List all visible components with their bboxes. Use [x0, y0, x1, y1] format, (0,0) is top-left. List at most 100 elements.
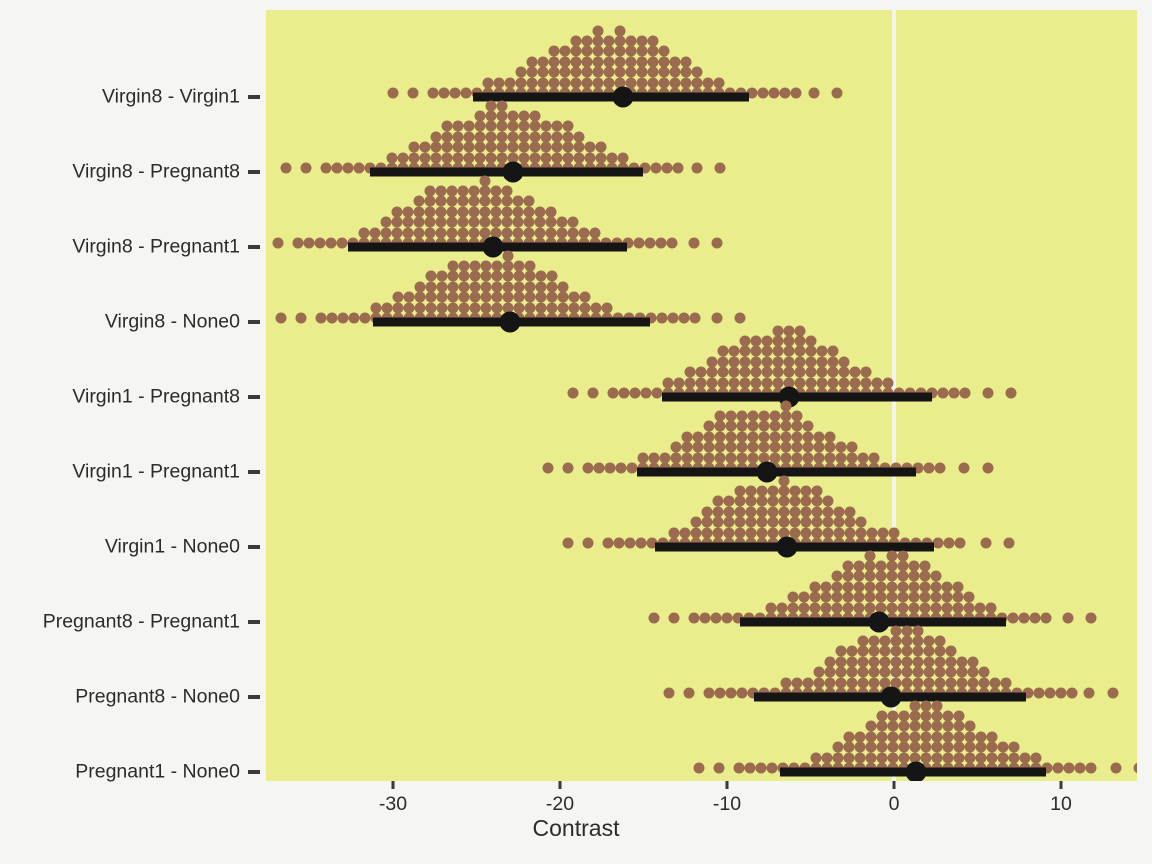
distribution-dot — [446, 195, 458, 207]
distribution-dot — [920, 731, 932, 743]
distribution-dot — [857, 645, 869, 657]
distribution-dot — [835, 666, 847, 678]
distribution-dot — [658, 45, 670, 57]
distribution-dot — [909, 752, 921, 764]
distribution-dot — [496, 152, 508, 164]
distribution-dot — [886, 581, 898, 593]
plot-panel — [266, 10, 1137, 781]
distribution-dot — [447, 270, 459, 282]
distribution-dot — [728, 377, 740, 389]
distribution-dot-outlier — [713, 762, 725, 774]
distribution-dot — [739, 335, 751, 347]
distribution-dot — [457, 195, 469, 207]
distribution-dot — [1018, 612, 1030, 624]
distribution-dot — [827, 345, 839, 357]
distribution-dot — [931, 710, 943, 722]
distribution-dot — [670, 452, 682, 464]
distribution-dot — [887, 752, 899, 764]
distribution-dot — [769, 431, 781, 443]
distribution-dot — [761, 345, 773, 357]
distribution-dot — [876, 710, 888, 722]
distribution-dot — [430, 152, 442, 164]
distribution-dot — [758, 441, 770, 453]
distribution-dot — [813, 452, 825, 464]
distribution-dot — [592, 35, 604, 47]
distribution-dot — [436, 281, 448, 293]
distribution-dot — [794, 377, 806, 389]
y-axis-tick-label: Virgin1 - Pregnant8 — [72, 385, 240, 408]
distribution-dot — [736, 410, 748, 422]
distribution-dot — [876, 720, 888, 732]
distribution-dot — [879, 677, 891, 689]
distribution-dot — [614, 35, 626, 47]
distribution-dot — [666, 237, 678, 249]
y-axis-tick — [248, 320, 260, 324]
distribution-dot — [518, 120, 530, 132]
distribution-dot — [468, 206, 480, 218]
distribution-dot — [468, 185, 480, 197]
distribution-dot — [512, 195, 524, 207]
distribution-dot — [909, 700, 921, 712]
distribution-dot — [772, 335, 784, 347]
distribution-dot — [768, 87, 780, 99]
distribution-dot — [820, 591, 832, 603]
distribution-dot — [842, 570, 854, 582]
distribution-dot — [447, 260, 459, 272]
distribution-dot — [386, 152, 398, 164]
distribution-dot — [435, 227, 447, 239]
distribution-dot — [714, 431, 726, 443]
distribution-dot — [681, 431, 693, 443]
distribution-dot — [813, 666, 825, 678]
distribution-dot — [446, 185, 458, 197]
distribution-dot — [791, 452, 803, 464]
distribution-dot — [474, 141, 486, 153]
distribution-dot — [336, 237, 348, 249]
distribution-dot-outlier — [582, 537, 594, 549]
distribution-dot — [810, 752, 822, 764]
distribution-dot — [425, 302, 437, 314]
distribution-dot — [659, 452, 671, 464]
distribution-dot — [868, 677, 880, 689]
distribution-dot — [518, 141, 530, 153]
distribution-dot — [908, 560, 920, 572]
distribution-dot — [953, 720, 965, 732]
distribution-dot — [1055, 687, 1067, 699]
distribution-dot — [512, 216, 524, 228]
distribution-dot — [540, 152, 552, 164]
distribution-dot — [1044, 687, 1056, 699]
y-axis-tick — [248, 470, 260, 474]
distribution-dot — [480, 281, 492, 293]
distribution-dot — [787, 602, 799, 614]
distribution-dot — [381, 302, 393, 314]
distribution-dot — [501, 227, 513, 239]
distribution-dot — [887, 720, 899, 732]
distribution-dot — [578, 227, 590, 239]
distribution-dot — [629, 387, 641, 399]
distribution-dot — [919, 581, 931, 593]
distribution-dot — [692, 431, 704, 443]
distribution-dot — [756, 527, 768, 539]
distribution-dot — [941, 602, 953, 614]
distribution-dot — [723, 527, 735, 539]
distribution-dot — [614, 45, 626, 57]
distribution-dot — [491, 281, 503, 293]
distribution-dot — [747, 441, 759, 453]
distribution-dot — [325, 237, 337, 249]
distribution-dot-outlier — [1003, 537, 1015, 549]
distribution-dot — [701, 506, 713, 518]
distribution-dot-outlier — [300, 162, 312, 174]
distribution-dot — [424, 185, 436, 197]
distribution-dot — [690, 527, 702, 539]
distribution-dot — [997, 752, 1009, 764]
distribution-dot — [952, 591, 964, 603]
distribution-dot — [670, 441, 682, 453]
distribution-dot — [956, 677, 968, 689]
distribution-dot — [581, 66, 593, 78]
distribution-dot — [908, 591, 920, 603]
distribution-dot — [780, 400, 792, 412]
distribution-dot — [314, 237, 326, 249]
distribution-dot — [534, 227, 546, 239]
distribution-dot — [853, 560, 865, 572]
distribution-dot — [714, 441, 726, 453]
distribution-dot-outlier — [668, 612, 680, 624]
